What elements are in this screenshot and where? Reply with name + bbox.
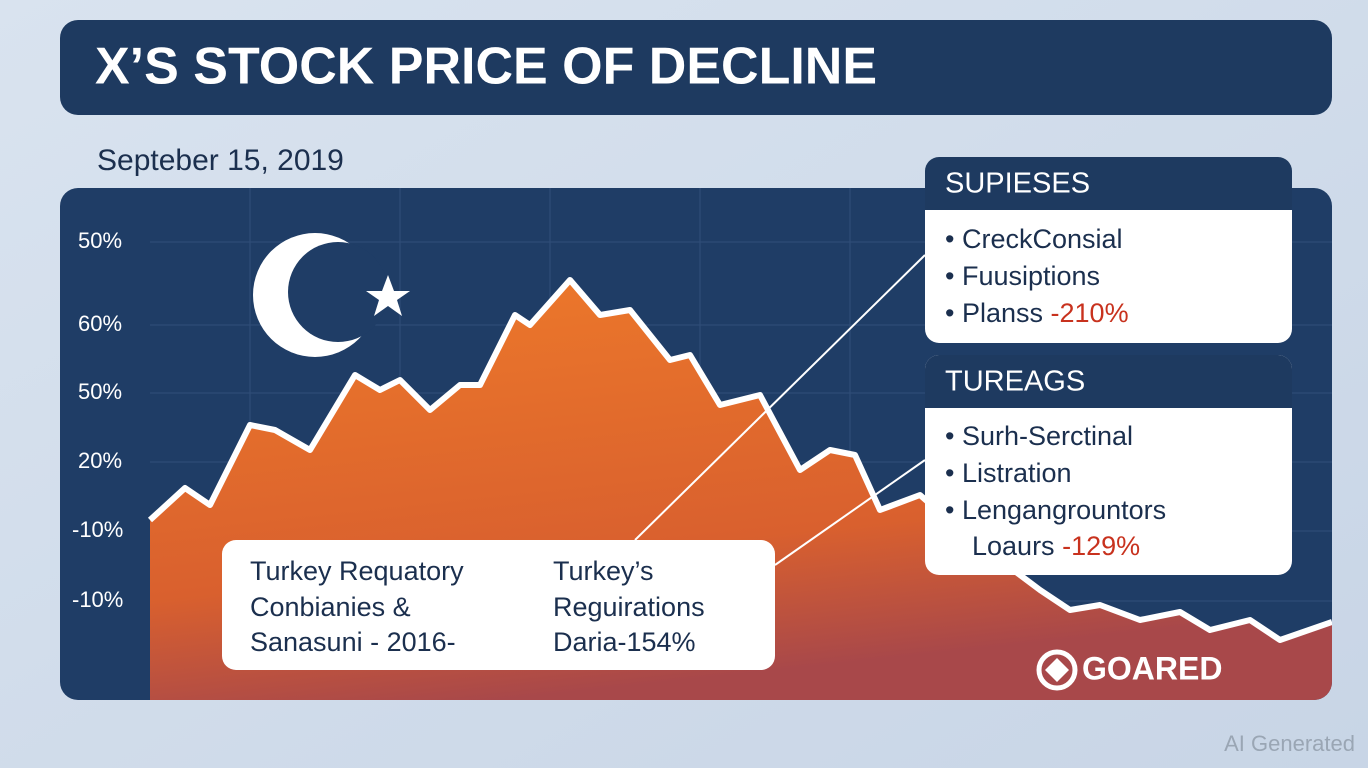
callout: Turkey Requatory Conbianies & Sanasuni -… [222, 540, 775, 670]
watermark: AI Generated [1224, 731, 1355, 756]
axis-label: 50% [78, 228, 122, 253]
callout-text: Turkey Requatory [250, 556, 464, 586]
panel-title: SUPIESES [945, 168, 1090, 200]
crescent-star [253, 233, 410, 357]
callout-text: Sanasuni - 2016- [250, 627, 456, 657]
panel-item: • Surh-Serctinal [945, 421, 1133, 451]
panel-item: • Listration [945, 458, 1072, 488]
date: Septeber 15, 2019 [97, 144, 344, 177]
panel: TUREAGS • Surh-Serctinal • Listration • … [925, 355, 1292, 575]
callout-text: Turkey’s [553, 556, 654, 586]
axis-label: -10% [72, 517, 123, 542]
axis-label: 50% [78, 379, 122, 404]
axis-label: 60% [78, 311, 122, 336]
panel: SUPIESES • CreckConsial • Fuusiptions • … [925, 157, 1292, 343]
panel-item: • Fuusiptions [945, 261, 1100, 291]
panel-title: TUREAGS [945, 366, 1085, 398]
logo: GOARED [1036, 649, 1222, 691]
panel-item: • Planss -210% [945, 298, 1129, 328]
logo-text: GOARED [1082, 650, 1222, 686]
callout-text: Conbianies & [250, 592, 411, 622]
panel-item: • Lengangrountors [945, 495, 1166, 525]
callout-text: Daria-154% [553, 627, 696, 657]
panel-item: Loaurs -129% [972, 531, 1140, 561]
title: X’S STOCK PRICE OF DECLINE [95, 38, 877, 96]
axis-label: 20% [78, 448, 122, 473]
title-bar [60, 20, 1332, 115]
area-line [147, 277, 1332, 643]
connectors [634, 254, 926, 566]
panel-item: • CreckConsial [945, 224, 1123, 254]
callout-text: Reguirations [553, 592, 705, 622]
axis-label: -10% [72, 587, 123, 612]
